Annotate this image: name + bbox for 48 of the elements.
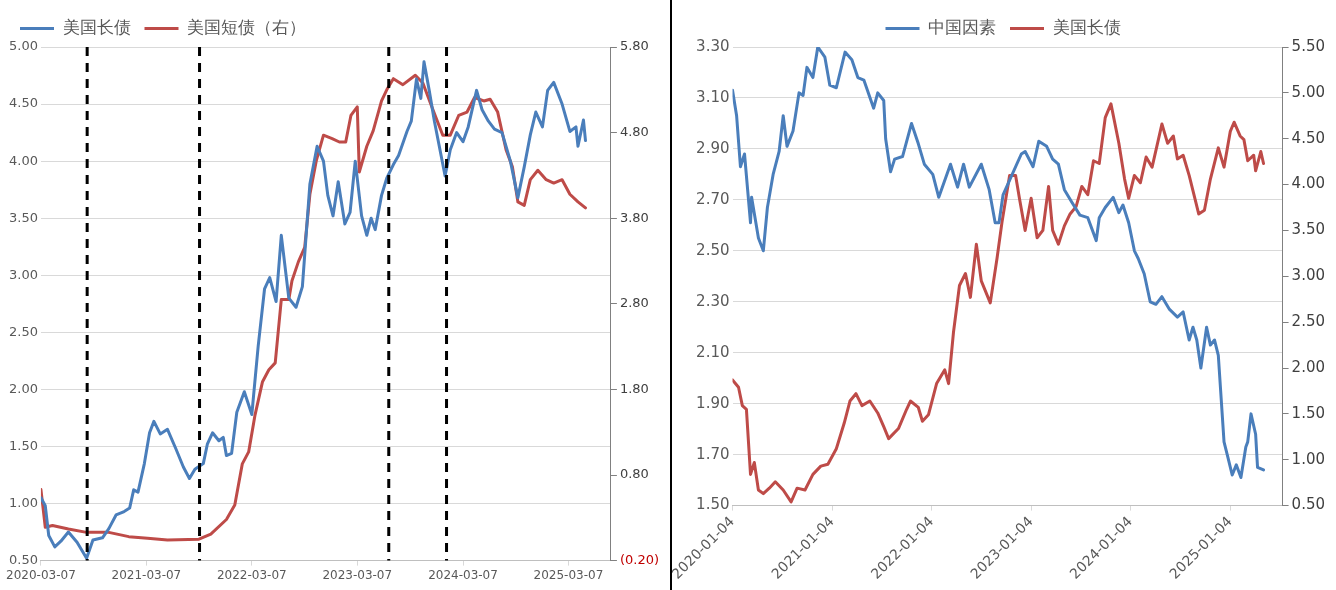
y-tick-label: 1.50 xyxy=(696,495,730,514)
x-tick-label: 2022-03-07 xyxy=(216,567,287,582)
y2-tick-label: 4.80 xyxy=(619,123,649,139)
y2-tick-label: 5.50 xyxy=(1291,36,1326,55)
legend-label: 美国长债 xyxy=(62,16,131,37)
y2-tick-label: 1.50 xyxy=(1291,403,1326,422)
y-tick-label: 2.70 xyxy=(696,189,730,208)
legend-label: 美国短债（右） xyxy=(187,16,306,37)
y-tick-label: 5.00 xyxy=(8,38,38,54)
x-tick-label: 2024-03-07 xyxy=(428,567,498,582)
y2-tick-label: 2.80 xyxy=(619,295,649,311)
x-tick-label: 2020-03-07 xyxy=(6,567,76,582)
y-tick-label: 2.50 xyxy=(8,323,38,339)
x-tick-label: 2025-03-07 xyxy=(533,567,604,582)
y2-tick-label: 1.00 xyxy=(1291,449,1326,468)
y2-tick-label: 4.00 xyxy=(1291,174,1326,193)
y-tick-label: 3.10 xyxy=(696,87,730,106)
y2-tick-label: 3.50 xyxy=(1291,220,1326,239)
y2-tick-label: 5.00 xyxy=(1291,82,1326,101)
x-tick-label: 2023-03-07 xyxy=(322,567,393,582)
y-tick-label: 4.00 xyxy=(8,152,38,168)
y-tick-label: 2.50 xyxy=(696,240,730,259)
y-tick-label: 1.50 xyxy=(8,437,38,453)
y-tick-label: 2.90 xyxy=(696,138,730,157)
y-tick-label: 2.30 xyxy=(696,291,730,310)
y-tick-label: 3.00 xyxy=(8,266,38,282)
legend-label: 中国因素 xyxy=(928,16,996,37)
y-tick-label: 3.30 xyxy=(696,36,730,55)
y-tick-label: 1.90 xyxy=(696,393,730,412)
y-tick-label: 1.00 xyxy=(8,494,38,510)
y2-tick-label: 5.80 xyxy=(619,38,649,54)
y2-tick-label: (0.20) xyxy=(619,551,659,567)
x-tick-label: 2021-03-07 xyxy=(111,567,182,582)
y2-tick-label: 2.50 xyxy=(1291,312,1326,331)
y2-tick-label: 0.80 xyxy=(619,466,649,482)
y2-tick-label: 2.00 xyxy=(1291,357,1326,376)
y-tick-label: 0.50 xyxy=(8,551,38,567)
y-tick-label: 2.10 xyxy=(696,342,730,361)
y-tick-label: 1.70 xyxy=(696,444,730,463)
y2-tick-label: 3.80 xyxy=(619,209,649,225)
y-tick-label: 4.50 xyxy=(8,95,38,111)
y-tick-label: 3.50 xyxy=(8,209,38,225)
y2-tick-label: 3.00 xyxy=(1291,266,1326,285)
legend-label: 美国长债 xyxy=(1052,16,1121,37)
y2-tick-label: 0.50 xyxy=(1291,495,1326,514)
y2-tick-label: 4.50 xyxy=(1291,128,1326,147)
y2-tick-label: 1.80 xyxy=(619,380,649,396)
y-tick-label: 2.00 xyxy=(8,380,38,396)
